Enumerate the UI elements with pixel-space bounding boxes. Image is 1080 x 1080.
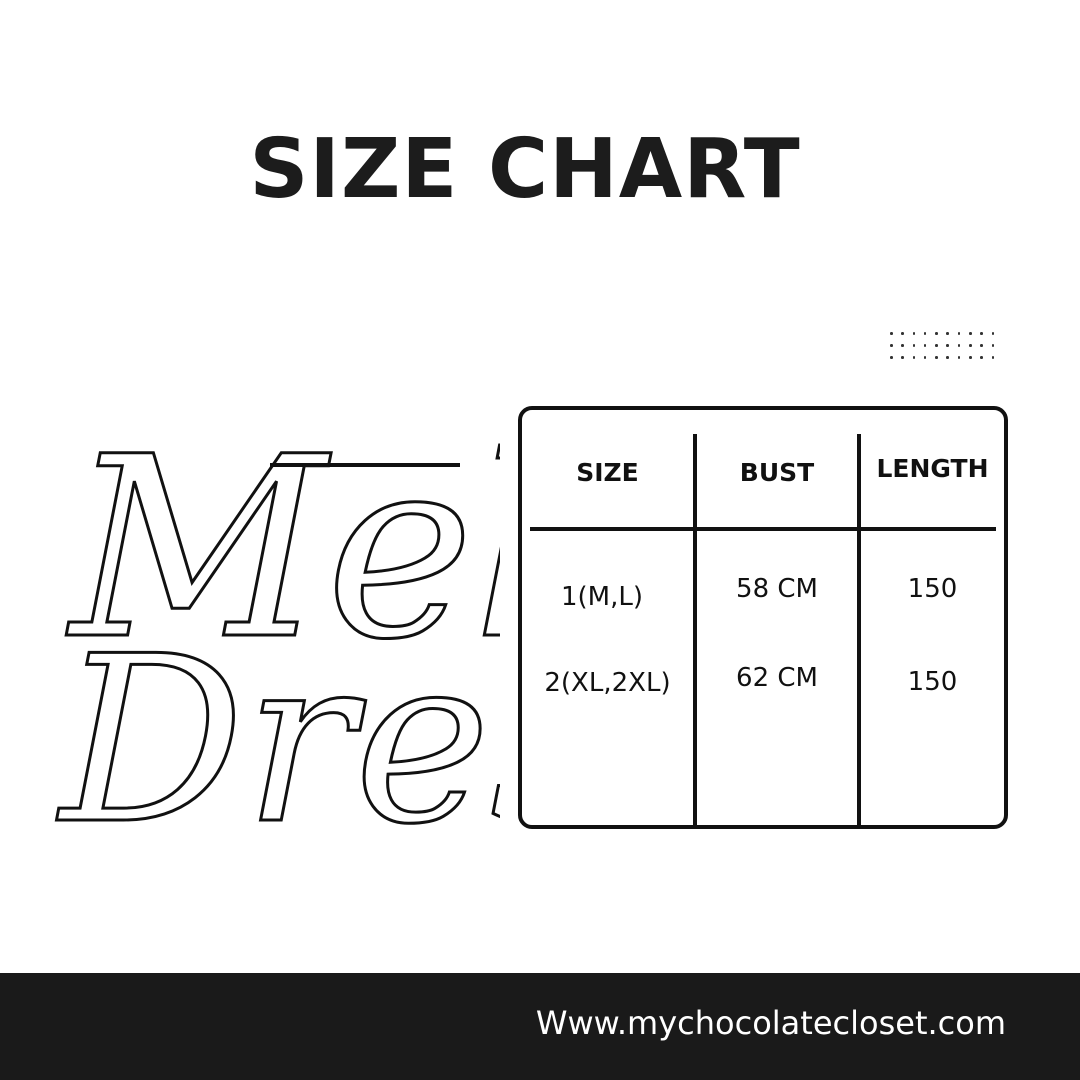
decorative-dot xyxy=(946,356,949,359)
page-title: SIZE CHART xyxy=(249,122,801,217)
decorative-dot xyxy=(957,344,961,347)
row1-length: 150 xyxy=(907,574,958,604)
decorative-dot xyxy=(980,344,983,347)
decorative-dot xyxy=(923,344,927,347)
row1-size: 1(M,L) xyxy=(560,582,643,612)
script-word-dress: Dress xyxy=(56,608,500,860)
size-table: SIZE BUST LENGTH 1(M,L) 58 CM 150 2(XL,2… xyxy=(518,406,1008,829)
decorative-dot xyxy=(912,344,916,347)
decorative-dot xyxy=(991,332,995,335)
column-divider xyxy=(857,434,861,825)
decorative-dot xyxy=(923,356,927,359)
decorative-dot xyxy=(991,344,995,347)
decorative-dot xyxy=(946,332,949,335)
footer-bar: Www.mychocolatecloset.com xyxy=(0,973,1080,1080)
decorative-dot-grid xyxy=(890,332,1003,368)
decorative-dot xyxy=(957,356,961,359)
decorative-dot xyxy=(980,332,983,335)
decorative-dot xyxy=(890,356,893,359)
decorative-dot xyxy=(969,356,972,359)
decorative-dot xyxy=(912,332,916,335)
decorative-dot xyxy=(969,332,972,335)
header-bust: BUST xyxy=(739,458,815,487)
row2-length: 150 xyxy=(907,667,958,697)
row1-bust: 58 CM xyxy=(736,574,818,604)
column-divider xyxy=(693,434,697,825)
decorative-dot xyxy=(980,356,983,359)
decorative-dot xyxy=(969,344,972,347)
decorative-dot xyxy=(923,332,927,335)
decorative-dot xyxy=(890,332,893,335)
decorative-dot xyxy=(901,344,904,347)
script-product-name: Melt Dress xyxy=(55,402,501,861)
decorative-dot xyxy=(991,356,995,359)
decorative-dot xyxy=(957,332,961,335)
header-length: LENGTH xyxy=(876,454,989,483)
row2-size: 2(XL,2XL) xyxy=(544,668,671,698)
script-word-melt: Melt xyxy=(66,403,500,694)
row2-bust: 62 CM xyxy=(736,663,818,693)
decorative-dot xyxy=(946,344,949,347)
decorative-dot xyxy=(935,332,938,335)
decorative-dot xyxy=(935,344,938,347)
decorative-dot xyxy=(935,356,938,359)
decorative-dot xyxy=(912,356,916,359)
header-size: SIZE xyxy=(576,458,639,487)
decorative-dot xyxy=(901,332,904,335)
decorative-dot xyxy=(890,344,893,347)
website-link[interactable]: Www.mychocolatecloset.com xyxy=(535,1004,1006,1042)
header-divider xyxy=(530,527,996,531)
decorative-dot xyxy=(901,356,904,359)
